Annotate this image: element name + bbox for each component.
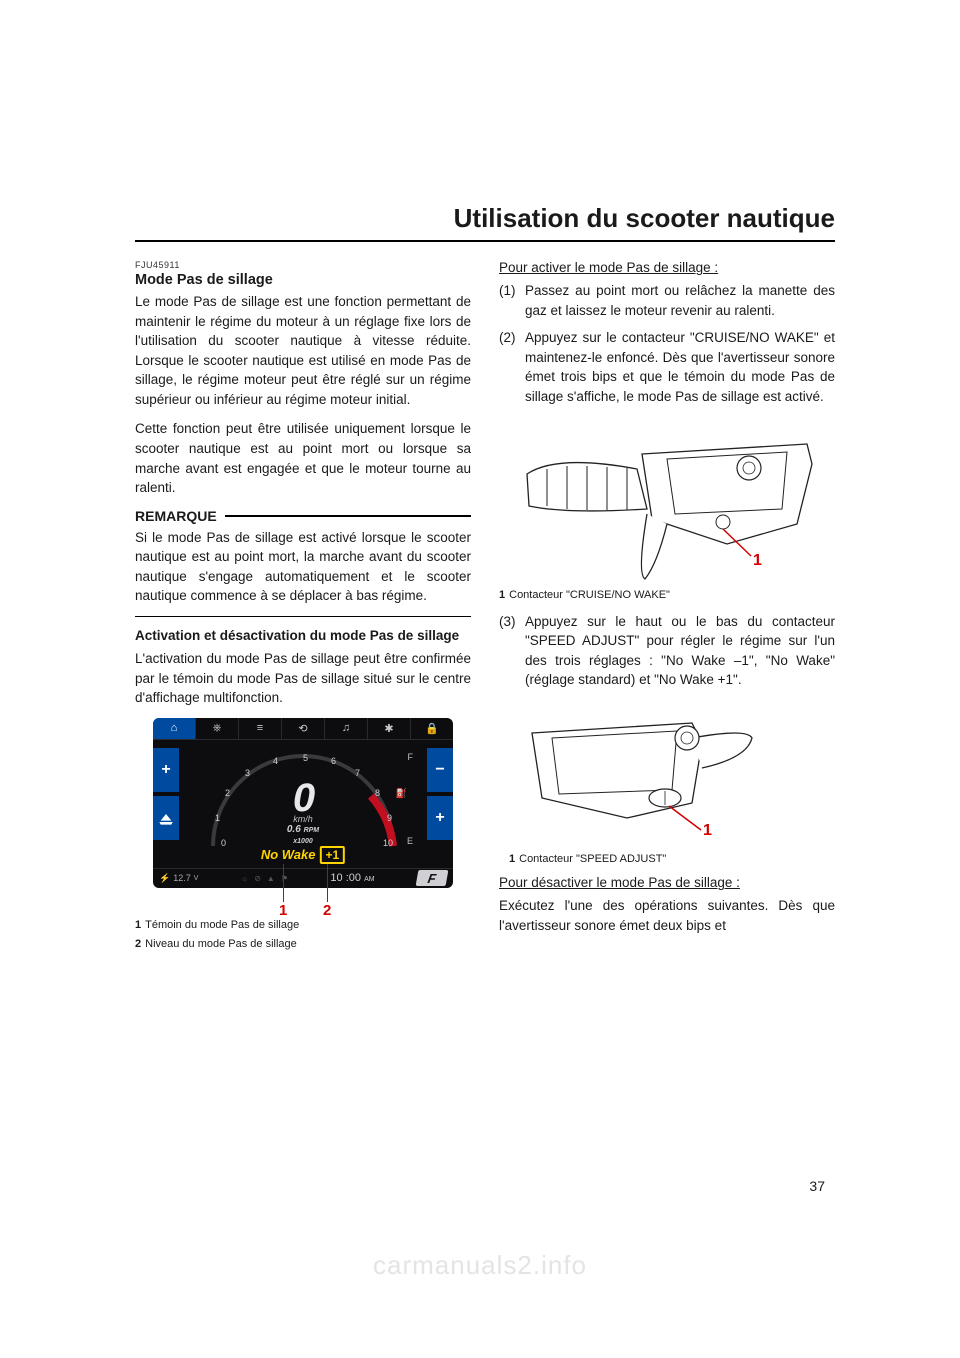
- svg-text:10: 10: [383, 838, 393, 848]
- menu-icon: ≡: [239, 718, 282, 739]
- fuel-icon: ⛽: [396, 788, 407, 799]
- dashboard-screen: ⌂ ⎈ ≡ ⟲ ♫ ✱ 🔒 + − +: [153, 718, 453, 888]
- fuel-full-label: F: [408, 752, 414, 762]
- svg-text:9: 9: [387, 813, 392, 823]
- anchor-icon: ⎈: [196, 718, 239, 739]
- page-title: Utilisation du scooter nautique: [135, 203, 835, 242]
- figure-caption: 1Contacteur "SPEED ADJUST": [509, 852, 835, 867]
- watermark: carmanuals2.info: [373, 1250, 587, 1281]
- handle-illustration: [517, 698, 817, 848]
- rpm-readout: 0.6 RPM x1000: [287, 824, 319, 846]
- two-column-layout: FJU45911 Mode Pas de sillage Le mode Pas…: [135, 260, 835, 953]
- settings-icon: ✱: [368, 718, 411, 739]
- sub-heading: Activation et désactivation du mode Pas …: [135, 627, 471, 645]
- handle-illustration: [517, 414, 817, 584]
- paragraph: Exécutez l'une des opérations suivantes.…: [499, 896, 835, 935]
- svg-text:0: 0: [221, 838, 226, 848]
- status-icons: ☼ ⊘ ▲ ⚑: [241, 874, 288, 883]
- music-icon: ♫: [325, 718, 368, 739]
- speed-readout: 0 km/h 0.6 RPM x1000: [287, 782, 319, 846]
- list-item: (2) Appuyez sur le contacteur "CRUISE/NO…: [499, 328, 835, 406]
- left-column: FJU45911 Mode Pas de sillage Le mode Pas…: [135, 260, 471, 953]
- nowake-text: No Wake: [261, 847, 316, 862]
- dashboard-callouts: 1 2: [153, 888, 453, 914]
- divider: [135, 616, 471, 617]
- remark-rule: [225, 515, 471, 517]
- speed-unit: km/h: [287, 814, 319, 824]
- dashboard-top-bar: ⌂ ⎈ ≡ ⟲ ♫ ✱ 🔒: [153, 718, 453, 740]
- paragraph: L'activation du mode Pas de sillage peut…: [135, 649, 471, 708]
- speed-value: 0: [287, 782, 319, 814]
- procedure-heading: Pour activer le mode Pas de sillage :: [499, 260, 835, 275]
- svg-text:8: 8: [375, 788, 380, 798]
- callout-line-1: [283, 864, 284, 902]
- boat-icon: [153, 796, 179, 840]
- figure-caption: 2Niveau du mode Pas de sillage: [135, 937, 471, 952]
- refresh-icon: ⟲: [282, 718, 325, 739]
- svg-text:4: 4: [273, 756, 278, 766]
- nowake-indicator: No Wake +1: [261, 846, 345, 864]
- home-icon: ⌂: [153, 718, 196, 739]
- page-number: 37: [809, 1178, 825, 1194]
- figure-caption: 1Témoin du mode Pas de sillage: [135, 918, 471, 933]
- callout-line-2: [327, 864, 328, 902]
- remark-text: Si le mode Pas de sillage est activé lor…: [135, 528, 471, 606]
- paragraph: Cette fonction peut être utilisée unique…: [135, 419, 471, 497]
- handle-figure-cruise: 1: [517, 414, 817, 584]
- lock-icon: 🔒: [411, 718, 453, 739]
- svg-text:5: 5: [303, 753, 308, 763]
- svg-text:1: 1: [215, 813, 220, 823]
- procedure-heading: Pour désactiver le mode Pas de sillage :: [499, 875, 835, 890]
- svg-text:3: 3: [245, 768, 250, 778]
- dashboard-figure: ⌂ ⎈ ≡ ⟲ ♫ ✱ 🔒 + − +: [153, 718, 453, 914]
- figure-caption: 1Contacteur "CRUISE/NO WAKE": [499, 588, 835, 603]
- remark-label: REMARQUE: [135, 508, 217, 524]
- list-item: (3) Appuyez sur le haut ou le bas du con…: [499, 612, 835, 690]
- callout-number-1: 1: [279, 902, 287, 919]
- svg-text:2: 2: [225, 788, 230, 798]
- ordered-list: (3) Appuyez sur le haut ou le bas du con…: [499, 612, 835, 690]
- svg-text:6: 6: [331, 756, 336, 766]
- page-content: Utilisation du scooter nautique FJU45911…: [135, 203, 835, 953]
- dashboard-bottom-bar: ⚡ 12.7 V ☼ ⊘ ▲ ⚑ 10 :00 AM: [153, 868, 453, 888]
- nowake-level-badge: +1: [319, 846, 345, 864]
- handle-figure-speed: 1: [517, 698, 817, 848]
- plus-button: +: [153, 748, 179, 792]
- plus-button-right: +: [427, 796, 453, 840]
- minus-button: −: [427, 748, 453, 792]
- paragraph: Le mode Pas de sillage est une fonction …: [135, 292, 471, 409]
- svg-text:7: 7: [355, 768, 360, 778]
- right-column: Pour activer le mode Pas de sillage : (1…: [499, 260, 835, 953]
- remark-heading: REMARQUE: [135, 508, 471, 524]
- battery-readout: ⚡ 12.7 V: [159, 873, 198, 884]
- fuel-empty-label: E: [407, 836, 413, 846]
- callout-number-2: 2: [323, 902, 331, 919]
- list-item: (1) Passez au point mort ou relâchez la …: [499, 281, 835, 320]
- section-heading: Mode Pas de sillage: [135, 272, 471, 288]
- drive-mode-badge: F: [416, 870, 449, 886]
- callout-number: 1: [753, 552, 762, 570]
- clock: 10 :00 AM: [330, 872, 374, 884]
- reference-code: FJU45911: [135, 260, 471, 270]
- ordered-list: (1) Passez au point mort ou relâchez la …: [499, 281, 835, 406]
- callout-number: 1: [703, 822, 712, 840]
